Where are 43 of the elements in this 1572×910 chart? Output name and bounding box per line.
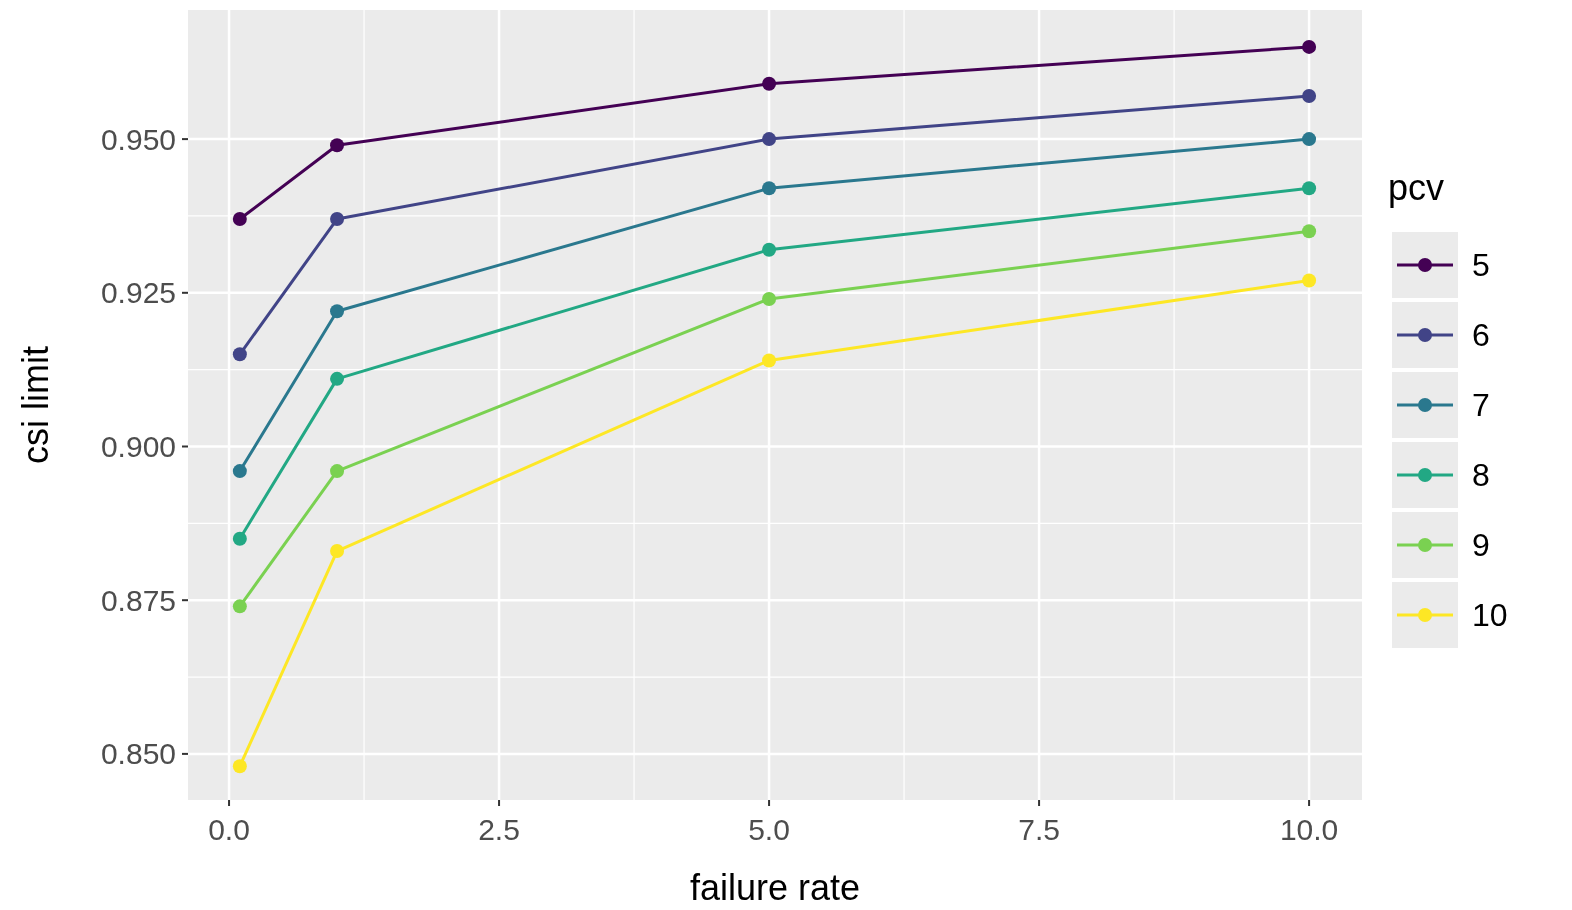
legend-label: 7 bbox=[1472, 387, 1490, 424]
x-tick-label: 2.5 bbox=[478, 813, 520, 846]
legend-title: pcv bbox=[1388, 167, 1445, 208]
point bbox=[1302, 89, 1317, 104]
point bbox=[330, 464, 345, 479]
x-axis-title: failure rate bbox=[689, 867, 861, 908]
point bbox=[762, 181, 777, 196]
x-tick-label: 7.5 bbox=[1018, 813, 1060, 846]
point bbox=[232, 464, 247, 479]
point bbox=[330, 212, 345, 227]
point bbox=[762, 76, 777, 91]
point bbox=[330, 138, 345, 153]
point bbox=[762, 132, 777, 147]
point bbox=[762, 242, 777, 257]
point bbox=[330, 544, 345, 559]
legend-label: 9 bbox=[1472, 527, 1490, 564]
point bbox=[232, 759, 247, 774]
point bbox=[232, 347, 247, 362]
point bbox=[232, 212, 247, 227]
point bbox=[762, 291, 777, 306]
point bbox=[330, 371, 345, 386]
point bbox=[1302, 181, 1317, 196]
y-tick-label: 0.925 bbox=[100, 276, 176, 310]
y-tick-label: 0.950 bbox=[100, 122, 176, 156]
y-tick-label: 0.900 bbox=[100, 430, 176, 463]
point bbox=[1302, 224, 1317, 239]
point bbox=[232, 599, 247, 614]
legend-label: 10 bbox=[1472, 597, 1508, 634]
x-tick-label: 5.0 bbox=[748, 813, 790, 846]
point bbox=[232, 531, 247, 546]
x-tick-label: 10.0 bbox=[1279, 813, 1339, 846]
y-tick-label: 0.850 bbox=[100, 737, 176, 771]
y-axis-title: csi limit bbox=[15, 346, 56, 464]
legend-label: 8 bbox=[1472, 457, 1490, 494]
x-tick-label: 0.0 bbox=[208, 813, 250, 846]
legend-label: 6 bbox=[1472, 317, 1490, 354]
point bbox=[1302, 132, 1317, 147]
legend-label: 5 bbox=[1472, 247, 1490, 284]
point bbox=[1302, 39, 1317, 54]
point bbox=[1302, 273, 1317, 288]
point bbox=[330, 304, 345, 319]
y-tick-label: 0.875 bbox=[100, 583, 176, 617]
point bbox=[762, 353, 777, 368]
